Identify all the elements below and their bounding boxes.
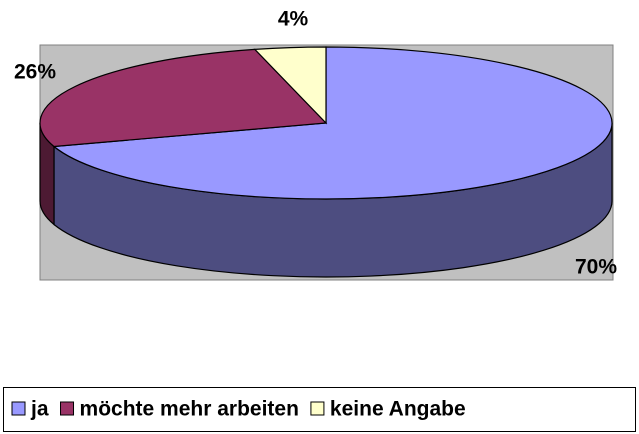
legend-label: ja bbox=[30, 398, 49, 421]
legend-swatch bbox=[310, 401, 325, 416]
data-label: 70% bbox=[575, 256, 617, 279]
legend-label: keine Angabe bbox=[330, 398, 466, 421]
slice bbox=[253, 46, 327, 125]
legend-swatch bbox=[11, 401, 26, 416]
data-label: 4% bbox=[278, 8, 309, 31]
legend-swatch bbox=[60, 401, 75, 416]
slice bbox=[52, 46, 613, 200]
data-label: 26% bbox=[14, 61, 56, 84]
legend-label: möchte mehr arbeiten bbox=[80, 398, 299, 421]
slice bbox=[39, 48, 328, 148]
